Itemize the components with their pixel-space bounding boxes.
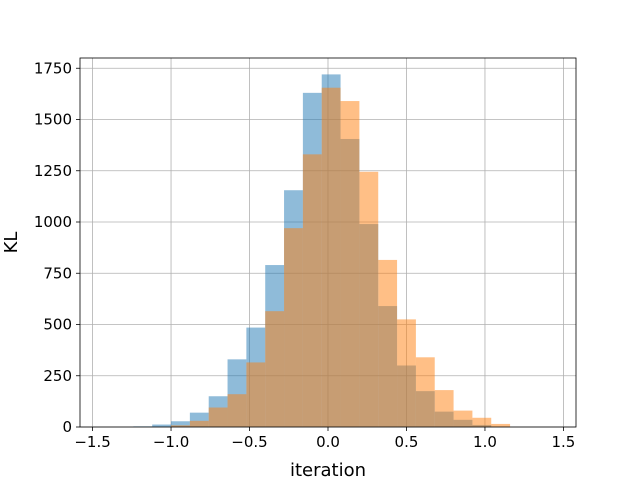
histogram-bars (133, 74, 511, 428)
bar-series1-bin15 (453, 410, 473, 427)
bar-series1-bin12 (397, 319, 416, 427)
y-axis-label: KL (1, 232, 22, 254)
bar-series1-bin17 (491, 423, 511, 427)
x-tick-label-4: 0.5 (395, 433, 419, 451)
bar-series1-bin2 (208, 407, 228, 427)
bar-series1-bin1 (189, 420, 209, 427)
x-tick-label-2: −0.5 (231, 433, 267, 451)
bar-series1-bin14 (434, 390, 454, 427)
y-tick-label-0: 0 (62, 418, 72, 436)
y-tick-label-5: 1250 (34, 162, 72, 180)
y-tick-label-3: 750 (43, 264, 72, 282)
x-tick-label-5: 1.0 (473, 433, 497, 451)
bar-series1-bin10 (359, 171, 379, 427)
bar-series1-bin5 (265, 311, 285, 427)
bar-series1-bin6 (284, 228, 303, 427)
y-tick-label-4: 1000 (34, 213, 72, 231)
bar-series1-bin11 (378, 259, 398, 427)
bar-series0-bin2 (171, 421, 190, 427)
bar-series1-bin0 (171, 425, 190, 427)
x-tick-label-0: −1.5 (74, 433, 110, 451)
y-tick-label-7: 1750 (34, 59, 72, 77)
bar-series1-bin4 (246, 362, 266, 427)
y-tick-label-2: 500 (43, 316, 72, 334)
y-tick-label-6: 1500 (34, 111, 72, 129)
x-tick-label-3: 0.0 (316, 433, 340, 451)
bar-series1-bin3 (227, 394, 247, 427)
x-tick-label-1: −1.0 (153, 433, 189, 451)
bar-series1-bin8 (321, 87, 341, 427)
y-tick-label-1: 250 (43, 367, 72, 385)
bar-series1-bin13 (415, 357, 435, 427)
x-tick-label-6: 1.5 (552, 433, 576, 451)
bar-series0-bin1 (152, 424, 172, 427)
bar-series1-bin7 (302, 154, 322, 427)
axis-ticks: −1.5 −1.0 −0.5 0.0 0.5 1.0 1.5 0 250 500 750 1000 12… (34, 59, 576, 451)
bar-series1-bin16 (472, 417, 492, 427)
x-axis-label: iteration (290, 460, 366, 480)
bar-series1-bin9 (340, 101, 360, 428)
